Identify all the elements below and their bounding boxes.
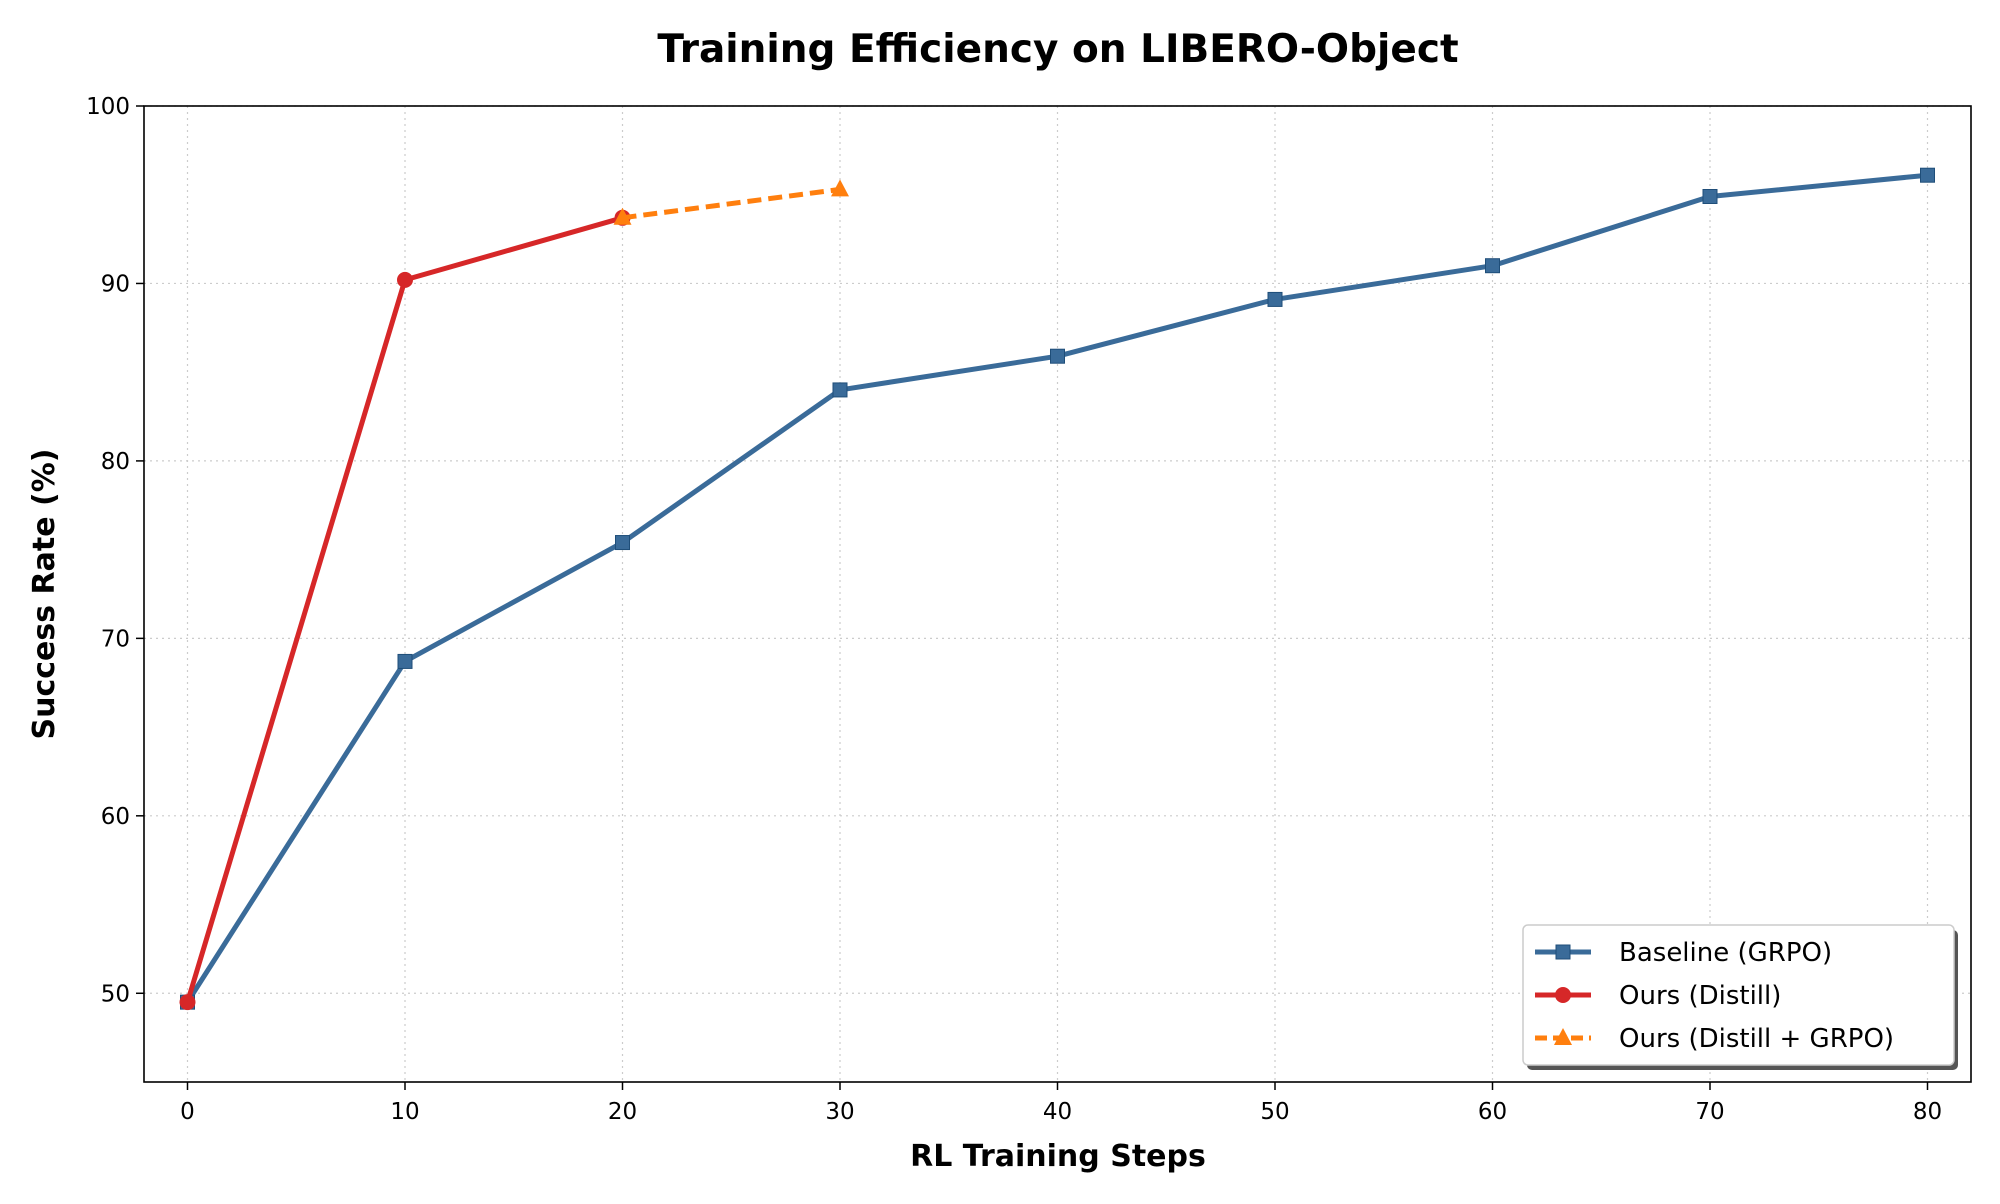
x-tick-label: 50 xyxy=(1260,1099,1289,1125)
legend-box xyxy=(1522,924,1955,1066)
data-point xyxy=(613,207,632,225)
data-point xyxy=(1050,348,1065,364)
data-point xyxy=(615,535,630,551)
y-tick-label: 50 xyxy=(101,981,130,1007)
y-tick-label: 90 xyxy=(101,271,130,297)
y-tick-label: 60 xyxy=(101,804,130,830)
x-tick-label: 0 xyxy=(180,1099,195,1125)
y-tick-label: 70 xyxy=(101,626,130,652)
chart-title: Training Efficiency on LIBERO-Object xyxy=(657,27,1458,72)
series-0 xyxy=(180,167,1935,1010)
legend-marker xyxy=(1554,1028,1572,1045)
x-tick-label: 80 xyxy=(1913,1099,1942,1125)
data-point xyxy=(1920,167,1935,183)
data-point xyxy=(1702,189,1718,205)
x-tick-label: 70 xyxy=(1695,1099,1724,1125)
data-point xyxy=(397,271,413,288)
data-point xyxy=(832,382,848,398)
series-2 xyxy=(613,179,849,225)
legend-marker xyxy=(1555,944,1571,960)
x-tick-label: 10 xyxy=(390,1099,419,1125)
legend-label: Baseline (GRPO) xyxy=(1619,938,1832,968)
series-layer xyxy=(179,167,1935,1011)
y-axis-label: Success Rate (%) xyxy=(27,449,62,740)
series-line xyxy=(622,186,841,221)
data-point xyxy=(1485,258,1500,274)
y-tick-label: 100 xyxy=(86,94,130,120)
legend-label: Ours (Distill) xyxy=(1619,981,1781,1011)
x-tick-label: 40 xyxy=(1043,1099,1072,1125)
data-point xyxy=(179,994,196,1011)
data-point xyxy=(397,653,413,669)
data-point xyxy=(831,179,849,197)
x-tick-label: 60 xyxy=(1478,1099,1507,1125)
x-tick-label: 30 xyxy=(825,1099,854,1125)
x-tick-label: 20 xyxy=(608,1099,637,1125)
legend: Baseline (GRPO) Ours (Distill) Ours (Disti… xyxy=(1522,924,1955,1066)
legend-marker xyxy=(1555,987,1571,1003)
x-axis-label: RL Training Steps xyxy=(910,1139,1206,1174)
y-tick-label: 80 xyxy=(101,449,130,475)
data-point xyxy=(1267,291,1283,307)
legend-label: Ours (Distill + GRPO) xyxy=(1619,1024,1894,1054)
ticks: 0 10 20 30 40 50 60 70 80 50 60 70 80 90 100 xyxy=(86,94,1942,1125)
